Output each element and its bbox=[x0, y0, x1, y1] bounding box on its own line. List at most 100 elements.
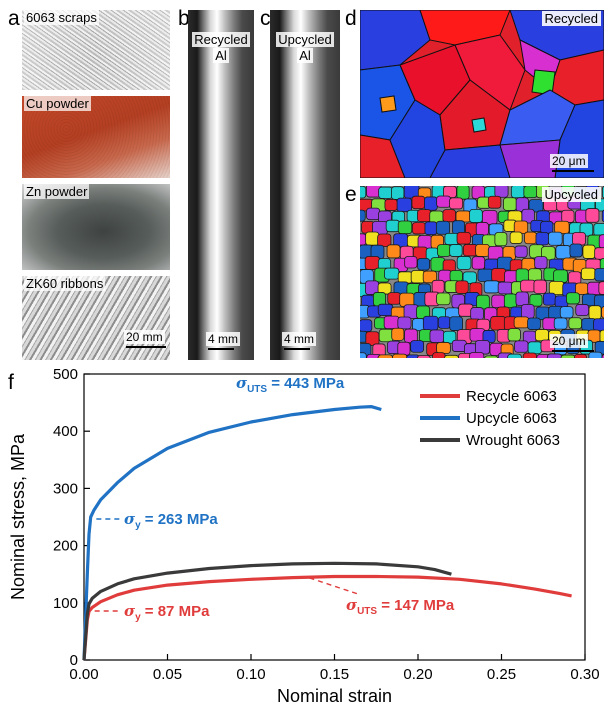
ebsd-grain bbox=[424, 221, 438, 236]
ebsd-grain bbox=[602, 186, 604, 199]
ebsd-grain bbox=[442, 209, 456, 223]
ebsd-grain bbox=[411, 222, 427, 235]
ebsd-grain bbox=[396, 197, 412, 213]
ebsd-grain bbox=[417, 257, 430, 271]
caption-6063-scraps: 6063 scraps bbox=[24, 10, 99, 25]
stress-strain-chart: 0.00 0.05 0.10 0.15 0.20 0.25 0.30 0 100 200 300 40… bbox=[8, 366, 600, 706]
ebsd-grain bbox=[391, 327, 405, 341]
x-tick-label: 0.15 bbox=[320, 666, 349, 683]
panel-label-c: c bbox=[260, 7, 271, 30]
ebsd-grain bbox=[561, 209, 575, 223]
ebsd-grain bbox=[572, 232, 586, 246]
ebsd-grain bbox=[598, 234, 604, 249]
ebsd-grain bbox=[477, 268, 494, 282]
ebsd-grain bbox=[490, 316, 506, 331]
ebsd-grain bbox=[475, 243, 490, 257]
photo-recycled-rod: Recycled Al 4 mm bbox=[188, 10, 254, 360]
ebsd-grain bbox=[424, 196, 438, 211]
ebsd-grain bbox=[429, 329, 445, 343]
ebsd-grain bbox=[575, 304, 590, 317]
scale-bar-e bbox=[552, 350, 594, 352]
ebsd-grain bbox=[494, 232, 508, 247]
y-axis-label: Nominal stress, MPa bbox=[8, 433, 28, 600]
ebsd-grain bbox=[548, 231, 563, 246]
ebsd-grain bbox=[410, 340, 425, 353]
ebsd-grain bbox=[422, 270, 438, 284]
ebsd-grain bbox=[510, 186, 526, 199]
ebsd-grain bbox=[594, 247, 604, 260]
caption-zk60-ribbons: ZK60 ribbons bbox=[24, 276, 106, 291]
scale-label-e: 20 μm bbox=[550, 334, 588, 348]
ebsd-grain bbox=[470, 307, 484, 321]
ebsd-grain bbox=[581, 267, 596, 280]
caption-ebsd-upcycled: Upcycled bbox=[541, 187, 601, 202]
ebsd-grain bbox=[568, 317, 583, 330]
ebsd-grain bbox=[509, 231, 523, 244]
ebsd-grain bbox=[494, 186, 509, 198]
ebsd-grain bbox=[535, 232, 550, 246]
ebsd-grain bbox=[436, 342, 451, 354]
ebsd-grain bbox=[455, 280, 469, 294]
ebsd-grain bbox=[533, 279, 547, 294]
ebsd-grain bbox=[593, 318, 604, 332]
legend-label: Recycle 6063 bbox=[466, 388, 557, 405]
ebsd-grain bbox=[582, 293, 597, 307]
panel-label-d: d bbox=[345, 7, 357, 30]
y-tick-label: 400 bbox=[53, 423, 78, 440]
annotation-leader bbox=[309, 577, 359, 595]
ebsd-grain bbox=[484, 355, 499, 358]
ebsd-grain bbox=[360, 352, 367, 358]
x-tick-label: 0.25 bbox=[487, 666, 516, 683]
ebsd-grain bbox=[449, 270, 463, 282]
ebsd-grain bbox=[397, 271, 413, 284]
ebsd-grain bbox=[391, 186, 405, 200]
photo-upcycled-rod: Upcycled Al 4 mm bbox=[270, 10, 340, 360]
ebsd-grain bbox=[593, 223, 604, 237]
ebsd-grain bbox=[527, 317, 541, 330]
ebsd-grain bbox=[527, 341, 543, 355]
ebsd-grain bbox=[378, 186, 394, 199]
ebsd-upcycled-grains bbox=[360, 186, 604, 358]
ebsd-grain bbox=[534, 329, 550, 342]
ebsd-grain bbox=[483, 280, 500, 294]
y-tick-label: 100 bbox=[53, 595, 78, 612]
photo-zk60-ribbons: ZK60 ribbons 20 mm bbox=[22, 276, 170, 360]
ebsd-grain bbox=[522, 352, 537, 358]
ebsd-grain bbox=[377, 233, 392, 248]
ebsd-grain bbox=[437, 316, 451, 329]
scale-bar-b bbox=[208, 348, 234, 350]
ebsd-grain bbox=[585, 208, 600, 223]
ebsd-map-upcycled: Upcycled 20 μm bbox=[360, 186, 604, 358]
ebsd-grain bbox=[491, 294, 506, 309]
ebsd-grain bbox=[458, 352, 473, 358]
ebsd-grain bbox=[436, 195, 451, 208]
y-tick-label: 0 bbox=[70, 652, 78, 669]
ebsd-grain bbox=[456, 186, 470, 200]
ebsd-grain bbox=[503, 293, 518, 309]
ebsd-grain bbox=[360, 186, 367, 199]
ebsd-grain bbox=[410, 270, 426, 284]
ebsd-grain bbox=[588, 351, 603, 358]
ebsd-recycled-grains bbox=[360, 10, 604, 178]
ebsd-grain bbox=[404, 256, 418, 269]
scale-label-d: 20 μm bbox=[550, 154, 588, 168]
x-axis-label: Nominal strain bbox=[277, 686, 392, 706]
ebsd-grain bbox=[546, 353, 563, 358]
y-tick-label: 500 bbox=[53, 366, 78, 383]
ebsd-grain bbox=[520, 304, 535, 319]
scale-label-b: 4 mm bbox=[206, 332, 240, 346]
ebsd-grain bbox=[534, 256, 548, 269]
ebsd-grain bbox=[487, 195, 502, 209]
ebsd-grain bbox=[491, 268, 507, 282]
ebsd-grain bbox=[432, 352, 446, 358]
ebsd-grain bbox=[386, 244, 401, 259]
scale-label-a: 20 mm bbox=[124, 330, 165, 344]
legend-label: Upcycle 6063 bbox=[466, 410, 557, 427]
ebsd-grain bbox=[520, 279, 536, 293]
x-tick-label: 0.05 bbox=[153, 666, 182, 683]
ebsd-grain bbox=[503, 197, 517, 211]
ebsd-grain bbox=[416, 355, 431, 358]
ebsd-grain bbox=[553, 317, 568, 330]
scale-bar-a bbox=[126, 346, 166, 348]
ebsd-grain bbox=[366, 207, 381, 221]
